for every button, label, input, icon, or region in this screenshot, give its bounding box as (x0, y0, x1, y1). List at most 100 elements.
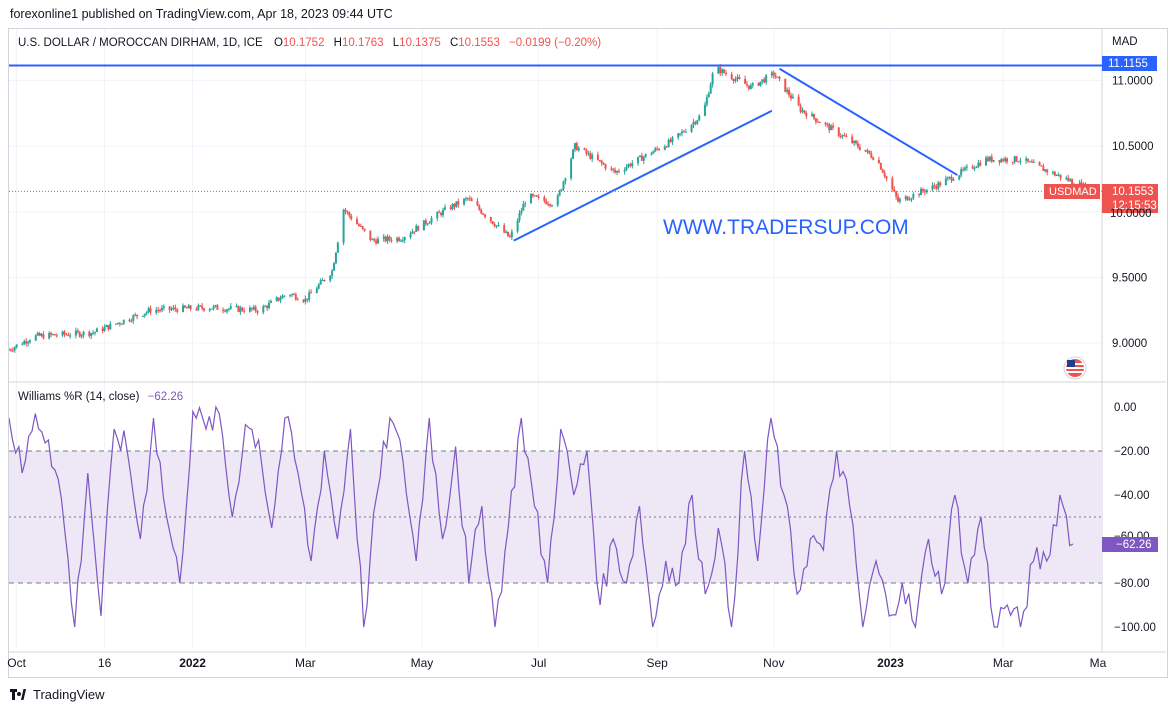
candle-body (505, 231, 508, 233)
williams-line[interactable] (9, 405, 1074, 630)
candle-body (652, 151, 655, 154)
candle-body (11, 350, 14, 352)
candle-body (1019, 160, 1022, 162)
candle-body (199, 305, 202, 307)
candle-body (679, 133, 682, 135)
candle-body (208, 309, 211, 311)
candle-body (853, 140, 856, 144)
candle-body (627, 164, 630, 167)
candle-body (761, 79, 764, 82)
candle-body (122, 319, 125, 324)
candle-body (562, 181, 565, 190)
candle-body (851, 136, 854, 144)
candle-body (533, 195, 536, 197)
candle-body (1028, 161, 1031, 163)
candle-body (336, 242, 339, 253)
candle-body (510, 231, 513, 238)
candle-body (361, 226, 364, 229)
candle-body (642, 156, 645, 161)
legend-close: 10.1553 (458, 37, 500, 49)
candle-body (294, 294, 297, 300)
time-tick-label: Ma (1090, 656, 1107, 670)
candle-body (50, 332, 53, 335)
candle-body (160, 307, 163, 311)
candle-body (826, 123, 829, 125)
candle-body (342, 209, 345, 243)
candle-body (665, 146, 668, 148)
candle-body (818, 122, 821, 124)
candle-body (29, 340, 32, 342)
candle-body (69, 335, 72, 337)
drawings[interactable] (9, 64, 1102, 242)
candle-body (55, 335, 58, 337)
candle-body (1069, 179, 1072, 181)
candle-body (197, 305, 200, 310)
candle-body (292, 294, 295, 296)
candle-body (551, 205, 553, 207)
candle-body (65, 334, 68, 336)
candle-body (881, 169, 884, 173)
candle-body (1078, 182, 1081, 186)
symbol-tag-label: USDMAD (1049, 186, 1097, 198)
candle-body (898, 199, 901, 202)
time-tick-label: Mar (993, 656, 1014, 670)
candle-body (698, 115, 701, 121)
candle-body (350, 215, 353, 220)
candle-body (455, 201, 458, 207)
candle-body (658, 148, 661, 150)
trendline (779, 67, 958, 176)
candle-body (94, 331, 97, 333)
candle-body (1013, 156, 1016, 163)
candle-body (428, 222, 431, 224)
candle-body (812, 114, 815, 119)
time-tick-label: 2023 (877, 656, 904, 670)
candle-body (625, 166, 628, 170)
candle-body (747, 85, 750, 89)
candle-body (709, 84, 712, 94)
candle-body (879, 162, 882, 170)
candle-body (749, 85, 752, 89)
candle-body (74, 330, 77, 336)
candle-body (484, 214, 487, 217)
candle-body (864, 149, 867, 152)
legend-close-label: C (450, 37, 458, 49)
time-axis-ticks[interactable]: Oct 16 2022 Mar May Jul Sep Nov 2023 Mar Ma (7, 656, 1106, 670)
price-tick-partial: 10.0000 (1110, 208, 1152, 220)
candle-body (975, 166, 978, 168)
candle-body (1059, 174, 1062, 179)
candle-body (34, 335, 37, 341)
candle-body (9, 349, 12, 351)
candle-body (61, 331, 64, 336)
candle-body (570, 158, 573, 179)
candle-body (1042, 166, 1045, 172)
candle-body (275, 297, 278, 301)
indicator-tick-label: −20.00 (1114, 446, 1150, 458)
legend-high: 10.1763 (342, 37, 384, 49)
candle-body (476, 201, 479, 206)
indicator-axis-ticks[interactable]: 0.00 −20.00 −40.00 −80.00 −100.00 (1114, 402, 1156, 634)
candle-body (841, 135, 844, 137)
indicator-legend: Williams %R (14, close) −62.26 (18, 391, 183, 403)
candle-body (805, 112, 808, 117)
us-flag-icon[interactable] (1063, 356, 1087, 380)
candle-body (690, 124, 693, 132)
candle-body (283, 295, 286, 297)
candle-body (734, 79, 737, 81)
candle-body (531, 193, 534, 196)
last-price-tag (1102, 184, 1158, 213)
candle-body (333, 263, 336, 271)
candle-body (910, 198, 913, 200)
candle-body (67, 334, 70, 336)
candle-body (883, 172, 886, 177)
candle-body (600, 160, 603, 164)
candle-body (329, 275, 332, 281)
candle-body (950, 176, 953, 181)
candlestick-series[interactable] (8, 64, 1096, 353)
price-axis-ticks[interactable]: 11.0000 10.5000 9.5000 9.0000 (1112, 76, 1154, 350)
candle-body (759, 81, 762, 86)
candle-body (877, 159, 880, 163)
candle-body (631, 163, 634, 167)
candle-body (430, 218, 433, 223)
candle-body (952, 179, 955, 181)
